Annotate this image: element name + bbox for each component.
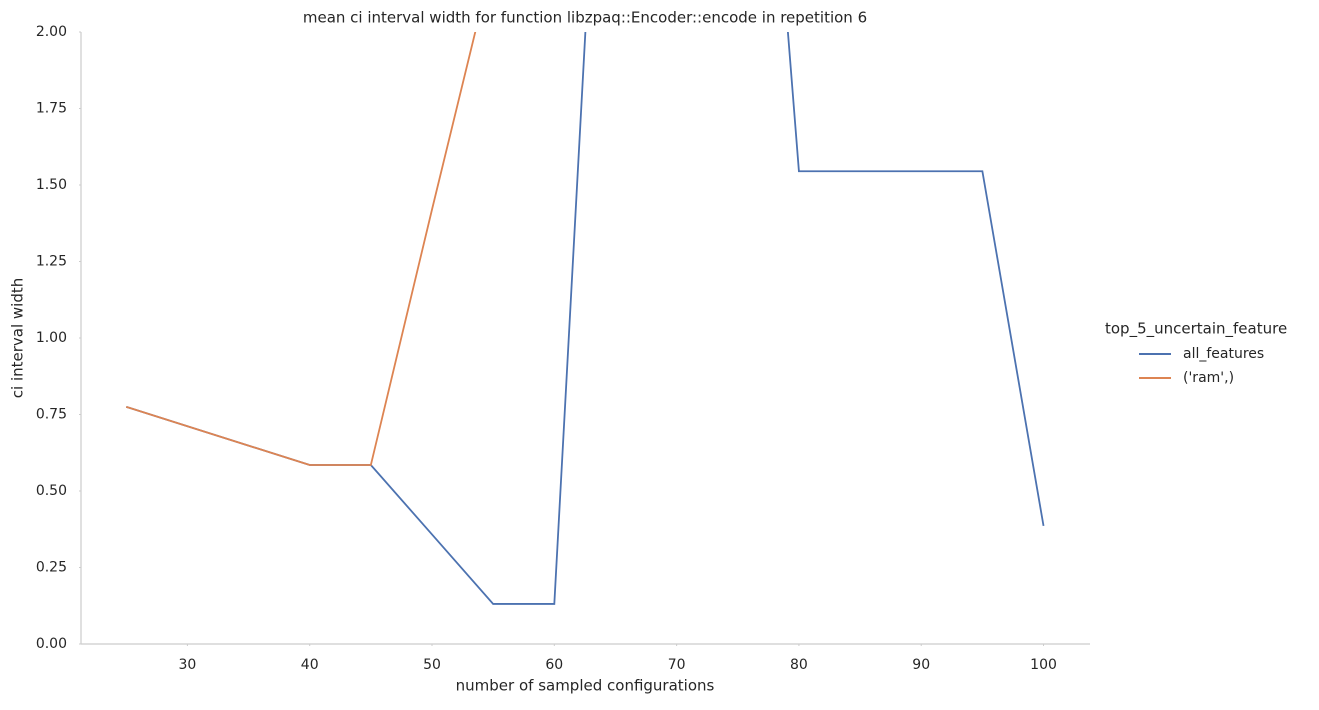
y-tick-label: 1.75 [36, 101, 67, 117]
x-tick-label: 90 [912, 657, 930, 673]
x-axis-label: number of sampled configurations [456, 677, 715, 695]
x-tick-label: 40 [301, 657, 319, 673]
x-tick-label: 80 [790, 657, 808, 673]
x-tick-label: 70 [668, 657, 686, 673]
x-tick-label: 60 [545, 657, 563, 673]
legend-title: top_5_uncertain_feature [1105, 320, 1287, 339]
line-series [125, 32, 477, 466]
x-tick-label: 30 [178, 657, 196, 673]
y-tick-label: 0.25 [36, 560, 67, 576]
legend-label: ('ram',) [1183, 370, 1234, 386]
x-tick-label: 100 [1030, 657, 1057, 673]
x-tick-label: 50 [423, 657, 441, 673]
legend-label: all_features [1183, 346, 1264, 362]
y-tick-label: 0.75 [36, 407, 67, 423]
y-tick-label: 1.25 [36, 254, 67, 270]
plot-area [125, 32, 1045, 605]
y-tick-label: 2.00 [36, 24, 67, 40]
y-axis-label: ci interval width [9, 278, 27, 398]
y-tick-label: 1.50 [36, 177, 67, 193]
chart-title: mean ci interval width for function libz… [303, 9, 867, 27]
y-tick-label: 0.00 [36, 636, 67, 652]
y-tick-label: 1.00 [36, 330, 67, 346]
line-series [125, 32, 1045, 605]
y-tick-label: 0.50 [36, 483, 67, 499]
